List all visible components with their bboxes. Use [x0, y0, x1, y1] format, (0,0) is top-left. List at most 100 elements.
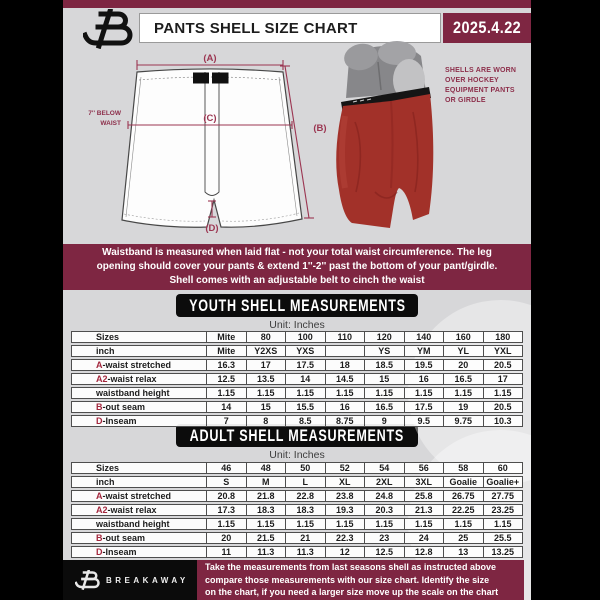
table-row: D-Inseam 7 8 8.5 8.75 9 9.5 9.75 10.3	[71, 415, 523, 427]
table-row: inch Mite Y2XS YXS YS YM YL YXL	[71, 345, 523, 357]
table-cell: 48	[246, 462, 286, 474]
table-cell: 2XL	[365, 476, 405, 488]
title-box: PANTS SHELL SIZE CHART	[139, 13, 441, 43]
row-label: Sizes	[71, 462, 207, 474]
table-cell: 1.15	[404, 518, 444, 530]
table-cell: 46	[207, 462, 247, 474]
table-cell: 9.5	[404, 415, 444, 427]
table-cell: 25.8	[404, 490, 444, 502]
table-cell: Y2XS	[246, 345, 286, 357]
table-row: B-out seam 14 15 15.5 16 16.5 17.5 19 20.5	[71, 401, 523, 413]
page-title: PANTS SHELL SIZE CHART	[154, 19, 358, 37]
table-cell: 24.8	[365, 490, 405, 502]
table-cell: 7	[207, 415, 247, 427]
table-cell: 3XL	[404, 476, 444, 488]
belt-buckle-icon	[193, 72, 209, 84]
table-cell: 25	[444, 532, 484, 544]
youth-unit-label: Unit: Inches	[269, 319, 325, 331]
row-label: B-out seam	[71, 532, 207, 544]
table-cell: 52	[325, 462, 365, 474]
table-cell: 1.15	[365, 518, 405, 530]
table-cell: 22.3	[325, 532, 365, 544]
measurement-label-d: (D)	[205, 223, 218, 234]
table-cell: 1.15	[365, 387, 405, 399]
table-cell: 15	[246, 401, 286, 413]
youth-heading: YOUTH SHELL MEASUREMENTS	[176, 294, 418, 317]
table-cell: 18.3	[286, 504, 326, 516]
table-cell: 1.15	[207, 387, 247, 399]
table-cell: 9	[365, 415, 405, 427]
table-cell: 21.3	[404, 504, 444, 516]
info-banner: Waistband is measured when laid flat - n…	[63, 244, 531, 290]
waist-note: 7'' BELOW WAIST	[88, 110, 121, 128]
row-label: waistband height	[71, 387, 207, 399]
table-cell: 17	[483, 373, 523, 385]
table-cell: 1.15	[246, 518, 286, 530]
table-cell: 21	[286, 532, 326, 544]
table-cell: 13	[444, 546, 484, 558]
document: PANTS SHELL SIZE CHART 2025.4.22 (A) (C)…	[63, 0, 531, 600]
table-cell: 12.5	[207, 373, 247, 385]
table-cell: 18.3	[246, 504, 286, 516]
table-cell: 22.8	[286, 490, 326, 502]
table-cell: 1.15	[246, 387, 286, 399]
table-cell: 9.75	[444, 415, 484, 427]
table-cell: YS	[365, 345, 405, 357]
measurement-label-b: (B)	[313, 123, 326, 134]
row-label: D-Inseam	[71, 415, 207, 427]
table-cell: 1.15	[286, 387, 326, 399]
table-cell: 26.75	[444, 490, 484, 502]
table-cell: 20.3	[365, 504, 405, 516]
table-cell: 11.3	[246, 546, 286, 558]
row-label: D-Inseam	[71, 546, 207, 558]
table-cell: 50	[286, 462, 326, 474]
table-cell: 13.25	[483, 546, 523, 558]
table-cell: 14.5	[325, 373, 365, 385]
table-cell: 21.8	[246, 490, 286, 502]
table-cell: Mite	[207, 345, 247, 357]
measure-line-b	[280, 65, 314, 219]
table-cell: 1.15	[325, 387, 365, 399]
date-text: 2025.4.22	[452, 18, 522, 37]
table-cell: 1.15	[483, 518, 523, 530]
table-cell: 17.3	[207, 504, 247, 516]
table-cell: 1.15	[325, 518, 365, 530]
table-cell: 13.5	[246, 373, 286, 385]
table-cell: 10.3	[483, 415, 523, 427]
measurement-label-c: (C)	[203, 113, 216, 124]
table-cell: 1.15	[444, 518, 484, 530]
shell-photo	[336, 41, 434, 228]
table-cell: 20	[207, 532, 247, 544]
table-row: A2-waist relax 12.5 13.5 14 14.5 15 16 16.5 17	[71, 373, 523, 385]
table-cell: Goalie	[444, 476, 484, 488]
table-cell: YM	[404, 345, 444, 357]
table-row: D-Inseam 11 11.3 11.3 12 12.5 12.8 13 13.25	[71, 546, 523, 558]
table-cell: 80	[246, 331, 286, 343]
youth-table: Sizes Mite 80 100 110 120 140 160 180 inch Mite Y2X…	[71, 329, 523, 429]
info-banner-text: Waistband is measured when laid flat - n…	[96, 247, 498, 286]
table-cell: 12	[325, 546, 365, 558]
table-cell: 16.5	[444, 373, 484, 385]
table-cell: 18.5	[365, 359, 405, 371]
table-row: A-waist stretched 16.3 17 17.5 18 18.5 19.5 20 2…	[71, 359, 523, 371]
footer-note-text: Take the measurements from last seasons …	[205, 562, 499, 598]
table-cell: 17	[246, 359, 286, 371]
table-row: waistband height 1.15 1.15 1.15 1.15 1.15 1.15…	[71, 387, 523, 399]
row-label: Sizes	[71, 331, 207, 343]
measurement-label-a: (A)	[203, 53, 216, 64]
table-cell: 1.15	[444, 387, 484, 399]
table-row: A2-waist relax 17.3 18.3 18.3 19.3 20.3 21.3 22…	[71, 504, 523, 516]
table-cell: 23	[365, 532, 405, 544]
table-cell: 12.5	[365, 546, 405, 558]
table-cell: 120	[365, 331, 405, 343]
row-label: A2-waist relax	[71, 504, 207, 516]
footer-brand-text: BREAKAWAY	[106, 575, 189, 585]
table-cell: L	[286, 476, 326, 488]
table-cell: 27.75	[483, 490, 523, 502]
table-cell: 14	[207, 401, 247, 413]
table-cell: 20	[444, 359, 484, 371]
table-cell: 11	[207, 546, 247, 558]
pants-diagram: (A) (C) (B) (D)	[121, 53, 327, 234]
table-cell: YL	[444, 345, 484, 357]
table-cell: 1.15	[483, 387, 523, 399]
